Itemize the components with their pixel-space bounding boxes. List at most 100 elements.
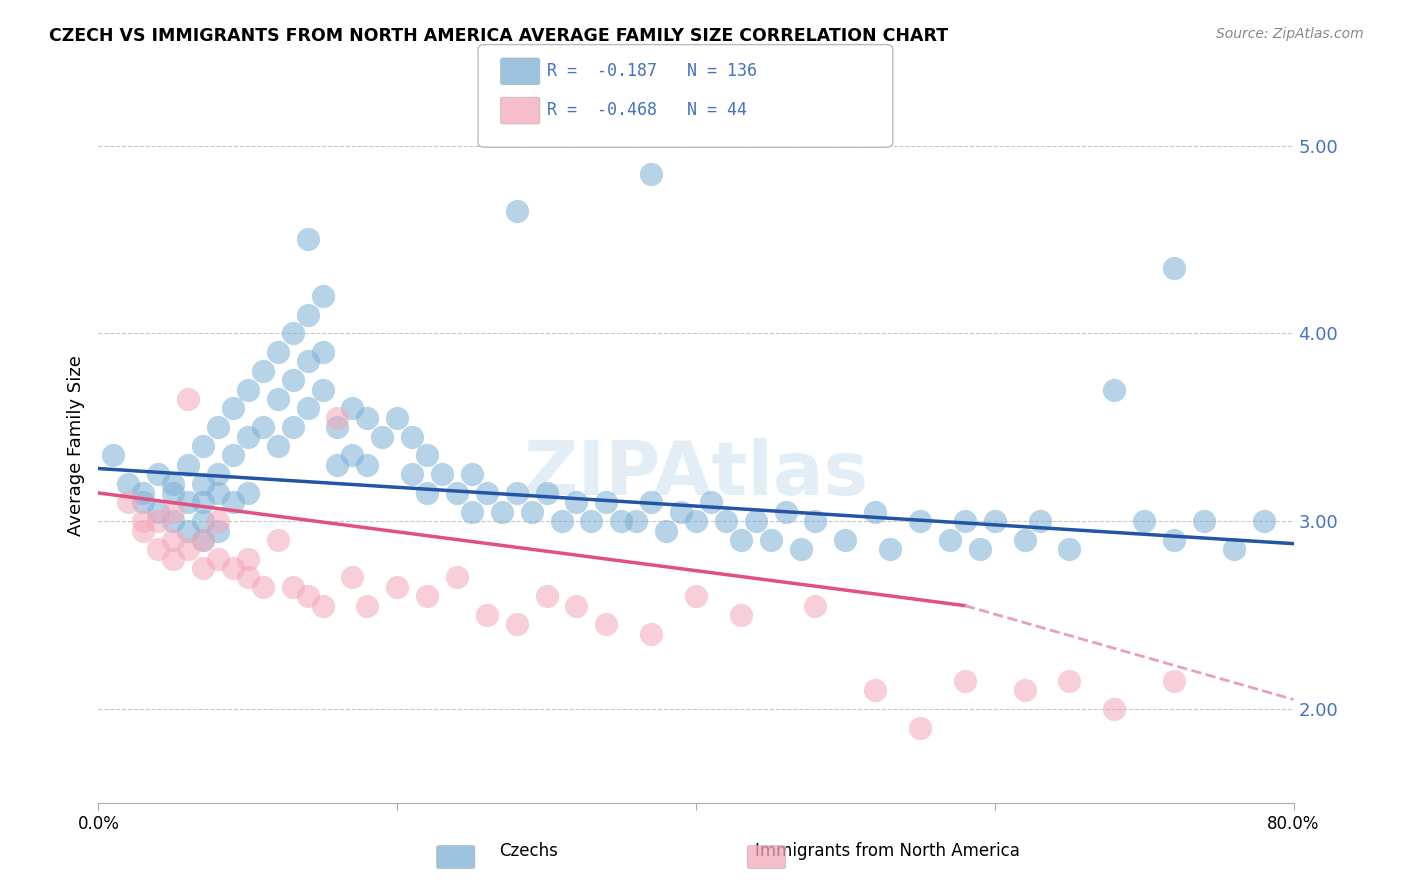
Point [191,533,214,547]
Text: Source: ZipAtlas.com: Source: ZipAtlas.com [1216,27,1364,41]
Point [207,420,229,434]
Point [640,167,662,181]
Point [252,420,274,434]
Point [550,514,572,528]
Point [356,599,378,613]
Y-axis label: Average Family Size: Average Family Size [66,356,84,536]
Point [879,542,901,557]
Point [1059,542,1081,557]
Point [1028,514,1050,528]
Point [1163,533,1185,547]
Point [626,514,648,528]
Point [207,524,229,538]
Point [1223,542,1246,557]
Point [1014,683,1036,698]
Text: ZIPAtlas: ZIPAtlas [523,438,869,511]
Point [311,383,333,397]
Point [177,458,200,472]
Point [475,607,498,622]
Point [356,410,378,425]
Point [1059,673,1081,688]
Point [908,721,931,735]
Point [162,551,184,566]
Text: CZECH VS IMMIGRANTS FROM NORTH AMERICA AVERAGE FAMILY SIZE CORRELATION CHART: CZECH VS IMMIGRANTS FROM NORTH AMERICA A… [49,27,948,45]
Point [416,449,439,463]
Point [416,589,439,603]
Text: Czechs: Czechs [499,842,558,860]
Point [745,514,768,528]
Point [342,570,364,584]
Point [804,514,827,528]
Point [789,542,811,557]
Point [834,533,856,547]
Point [865,683,887,698]
Point [446,570,468,584]
Point [191,476,214,491]
Point [191,495,214,509]
Point [222,495,245,509]
Point [236,570,259,584]
Point [565,599,588,613]
Point [953,673,976,688]
Point [281,420,304,434]
Point [1133,514,1156,528]
Point [311,599,333,613]
Point [267,533,290,547]
Point [222,561,245,575]
Point [730,607,752,622]
Point [685,514,707,528]
Point [236,551,259,566]
Point [640,627,662,641]
Point [281,326,304,341]
Point [252,580,274,594]
Point [491,505,513,519]
Point [281,373,304,387]
Point [446,486,468,500]
Point [267,392,290,406]
Point [506,617,529,632]
Point [117,495,139,509]
Point [775,505,797,519]
Point [1253,514,1275,528]
Point [191,533,214,547]
Point [536,486,558,500]
Point [595,617,617,632]
Point [207,467,229,482]
Point [610,514,633,528]
Point [640,495,662,509]
Point [297,308,319,322]
Point [132,486,155,500]
Point [177,542,200,557]
Point [1014,533,1036,547]
Point [311,345,333,359]
Point [385,410,409,425]
Point [281,580,304,594]
Point [1163,673,1185,688]
Point [191,439,214,453]
Point [177,392,200,406]
Point [536,589,558,603]
Text: R =  -0.187   N = 136: R = -0.187 N = 136 [547,62,756,80]
Point [162,514,184,528]
Point [1163,260,1185,275]
Point [236,383,259,397]
Point [326,458,349,472]
Point [162,533,184,547]
Point [506,204,529,219]
Point [297,401,319,416]
Point [297,232,319,246]
Point [416,486,439,500]
Point [371,429,394,443]
FancyBboxPatch shape [748,846,786,869]
Point [430,467,453,482]
Text: R =  -0.468   N = 44: R = -0.468 N = 44 [547,101,747,119]
Point [177,524,200,538]
Point [461,505,484,519]
Point [132,514,155,528]
Point [759,533,782,547]
Point [953,514,976,528]
Point [148,542,170,557]
Point [939,533,962,547]
Point [685,589,707,603]
Point [162,505,184,519]
